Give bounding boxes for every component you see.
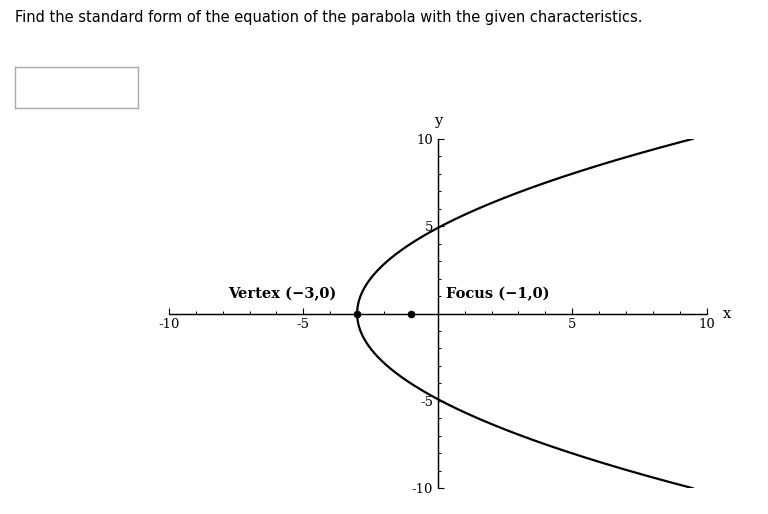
Text: x: x	[723, 306, 731, 321]
Text: Focus (−1,0): Focus (−1,0)	[445, 287, 549, 301]
Text: Find the standard form of the equation of the parabola with the given characteri: Find the standard form of the equation o…	[15, 10, 643, 25]
Text: Vertex (−3,0): Vertex (−3,0)	[228, 287, 336, 301]
Text: y: y	[434, 114, 442, 128]
